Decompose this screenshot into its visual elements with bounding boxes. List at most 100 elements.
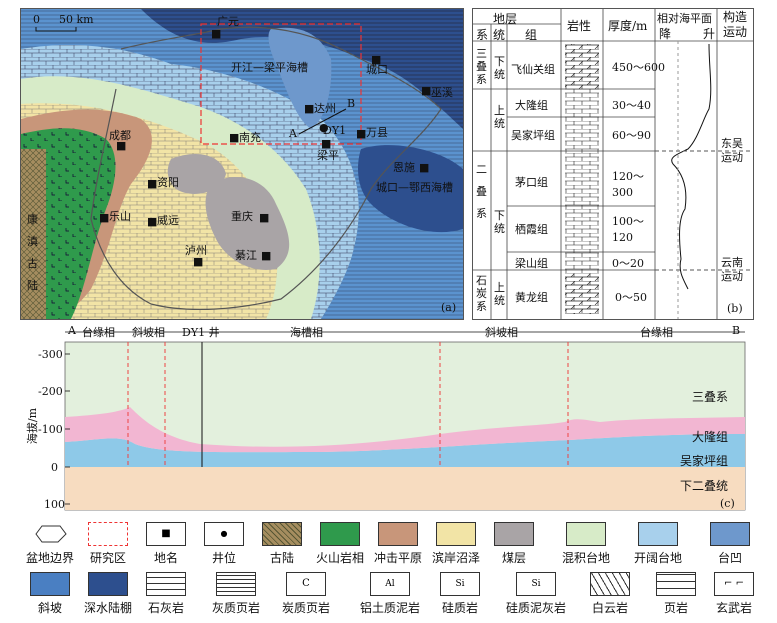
legend-place: ■ 地名 (136, 522, 196, 566)
city-chengkou-label: 城口 (366, 63, 388, 76)
ytick-0: 0 (51, 461, 58, 474)
formation-feixianguan: 飞仙关组 (511, 63, 555, 76)
formation-maokou: 茅口组 (515, 176, 548, 189)
legend-siliceous: Si 硅质岩 (430, 572, 490, 616)
city-nanchong-label: 南充 (239, 131, 261, 144)
formation-huanglong: 黄龙组 (515, 291, 548, 304)
city-dazhou: ■ (304, 102, 315, 115)
layer-lower-permian: 下二叠统 (680, 479, 729, 493)
legend-limestone: 石灰岩 (136, 572, 196, 616)
legend-mixed-platform: 混积台地 (556, 522, 616, 566)
tect-yunnan: 云南运动 (721, 256, 743, 283)
legend-well: ● 井位 (194, 522, 254, 566)
city-chengkou: ■ (371, 53, 382, 66)
city-qijiang: ■ (261, 249, 272, 262)
thick-maokou: 120～300 (612, 170, 644, 199)
city-weiyuan-label: 威远 (157, 214, 179, 227)
panel-c-label: (c) (720, 497, 735, 510)
city-ziyang: ■ (147, 177, 158, 190)
header-thick: 厚度/m (608, 19, 648, 33)
header-series: 统 (493, 28, 506, 42)
series-upper-p: 上统 (494, 104, 505, 130)
ylabel: 海拔/m (26, 407, 40, 445)
series-upper-c: 上统 (494, 281, 505, 307)
thick-qixia: 100～120 (612, 215, 644, 244)
kaijiang-trough-label: 开江—梁平海槽 (231, 61, 308, 74)
facies-trough: 海槽相 (290, 326, 323, 339)
formation-qixia: 栖霞组 (515, 223, 548, 236)
legend-open-platform: 开阔台地 (628, 522, 688, 566)
city-chengdu-label: 成都 (109, 129, 131, 142)
header-sea: 相对海平面 (657, 12, 712, 25)
header-lith: 岩性 (567, 19, 592, 33)
section-b-label: B (347, 97, 356, 110)
legend-old-land: 古陆 (252, 522, 312, 566)
facies-slope-1: 斜坡相 (132, 326, 165, 339)
scale-zero: 0 (33, 13, 40, 26)
system-triassic: 三叠系 (476, 47, 487, 86)
header-formation: 组 (525, 28, 538, 42)
series-lower-p: 下统 (494, 209, 505, 235)
header-system: 系 (476, 28, 489, 42)
section-a: A (68, 324, 76, 337)
facies-slope-2: 斜坡相 (485, 326, 518, 339)
formation-liangshan: 梁山组 (515, 257, 548, 270)
thick-huanglong: 0～50 (615, 291, 647, 304)
chengkou-trough-label: 城口—鄂西海槽 (376, 181, 453, 194)
well-dy1: ● (319, 121, 329, 134)
header-up: 升 (703, 27, 716, 41)
formation-dalong: 大隆组 (515, 99, 548, 112)
city-wanxian: ■ (356, 127, 367, 140)
city-ziyang-label: 资阳 (157, 176, 179, 189)
legend-calc-shale: 灰质页岩 (206, 572, 266, 616)
legend-shale: 页岩 (646, 572, 706, 616)
city-liangping-label: 梁平 (317, 149, 339, 162)
city-nanchong: ■ (229, 131, 240, 144)
city-leshan: ■ (99, 211, 110, 224)
kangdian-label: 康滇古陆 (27, 213, 38, 292)
series-lower-t: 下统 (494, 55, 505, 81)
header-strata: 地层 (493, 12, 518, 26)
legend-bauxite: Al 铝土质泥岩 (360, 572, 420, 616)
panel-a-label: (a) (441, 301, 457, 314)
system-carboniferous: 石炭系 (476, 274, 487, 313)
tect-dongwu: 东吴运动 (721, 137, 743, 164)
scale-dist: 50 km (59, 13, 94, 26)
facies-margin-1: 台缘相 (82, 326, 115, 339)
thick-wujiaping: 60～90 (612, 129, 651, 142)
layer-dalong: 大隆组 (692, 430, 729, 444)
layer-triassic: 三叠系 (692, 390, 729, 404)
city-chongqing-label: 重庆 (231, 210, 253, 223)
legend-dolomite: 白云岩 (580, 572, 640, 616)
ytick-300: -300 (38, 348, 63, 361)
city-wuxi: ■ (421, 84, 432, 97)
legend-boundary: 盆地边界 (20, 522, 80, 566)
legend-swamp: 滨岸沼泽 (426, 522, 486, 566)
city-qijiang-label: 綦江 (235, 249, 257, 262)
paleogeography-map: 0 50 km ■ 广元 城口 ■ ■ 巫溪 ■ 达州 ■ 万县 ■ 成都 ■ … (20, 8, 464, 320)
section-a-label: A (289, 127, 297, 140)
legend-sil-marl: Si 硅质泥灰岩 (506, 572, 566, 616)
cross-section: -300 -200 -100 0 100 海拔/m A B 台缘相 斜坡相 DY… (20, 322, 755, 514)
city-wanxian-label: 万县 (366, 126, 388, 139)
ytick-200: -200 (38, 385, 63, 398)
stratigraphic-column: 地层 系 统 组 岩性 厚度/m 相对海平面 降 升 构造运动 三叠系 下统 飞… (472, 8, 754, 320)
city-chongqing: ■ (259, 211, 270, 224)
city-guangyuan: ■ (211, 27, 222, 40)
thick-feixianguan: 450～600 (612, 61, 665, 74)
well-dy1-section: DY1 井 (182, 326, 220, 339)
well-dy1-label: DY1 (323, 124, 347, 137)
legend-platform-depression: 台凹 (700, 522, 760, 566)
city-enshi: ■ (419, 161, 430, 174)
section-b: B (732, 324, 741, 337)
ytick-100b: 100 (44, 498, 65, 511)
city-luzhou: ■ (193, 255, 204, 268)
city-luzhou-label: 泸州 (185, 244, 207, 257)
legend-study-area: 研究区 (78, 522, 138, 566)
legend-volcanic: 火山岩相 (310, 522, 370, 566)
header-down: 降 (659, 27, 672, 41)
city-guangyuan-label: 广元 (217, 15, 239, 28)
legend-basalt: ⌐ ⌐ 玄武岩 (704, 572, 764, 616)
city-chengdu: ■ (116, 139, 127, 152)
city-dazhou-label: 达州 (314, 102, 336, 115)
